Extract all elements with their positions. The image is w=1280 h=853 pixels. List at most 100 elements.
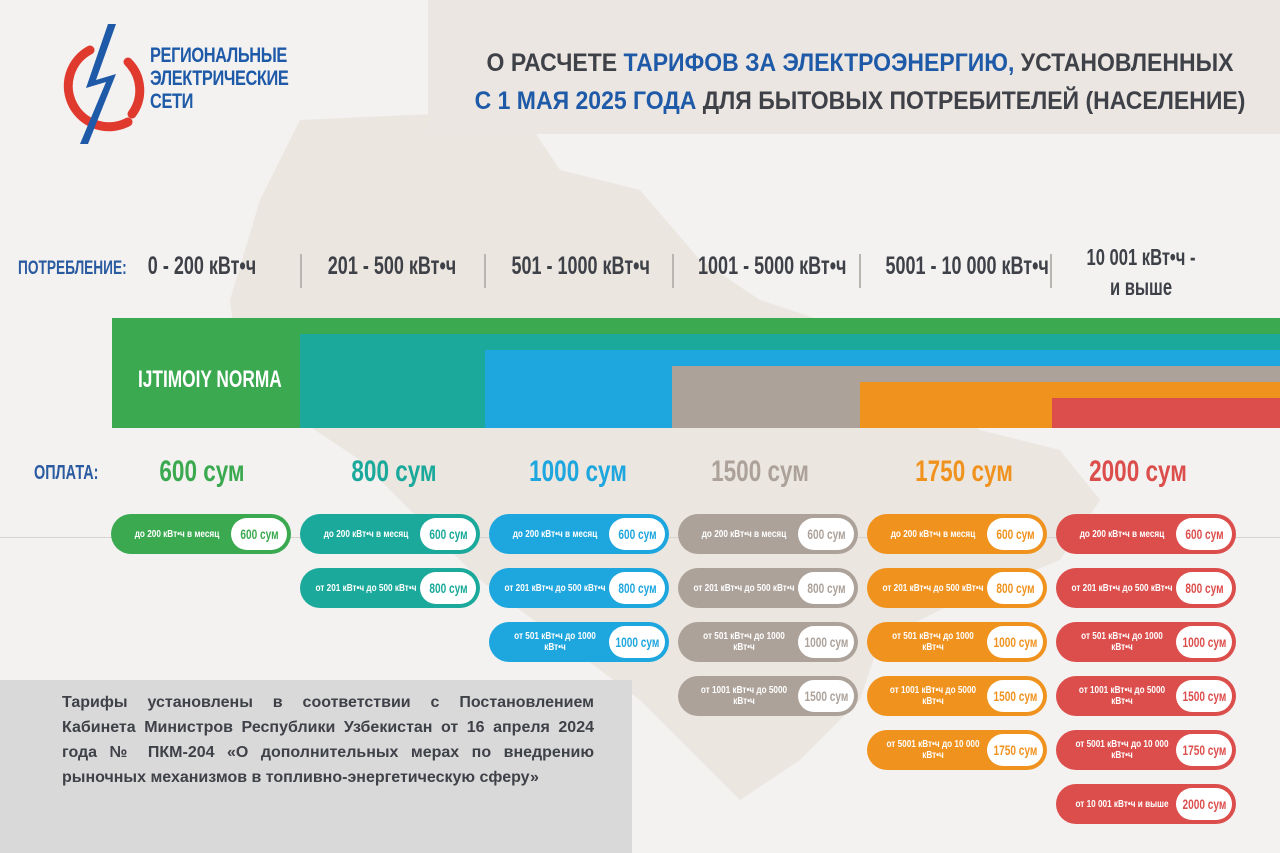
price-3: 1500 сум — [711, 455, 809, 488]
tariff-pill-price-text: 600 сум — [806, 526, 846, 542]
tariff-pill-range: от 5001 кВт•ч до 10 000 кВт•ч — [886, 739, 980, 761]
tariff-pill-price: 1000 сум — [1176, 626, 1232, 658]
legal-note: Тарифы установлены в соответствии с Пост… — [62, 694, 594, 786]
divider — [672, 254, 674, 288]
tariff-pill-price: 800 сум — [1176, 572, 1232, 604]
tariff-pill: от 201 кВт•ч до 500 кВт•ч 800 сум — [867, 568, 1047, 608]
divider — [484, 254, 486, 288]
tariff-pill-range: от 501 кВт•ч до 1000 кВт•ч — [703, 631, 785, 653]
divider — [859, 254, 861, 288]
tariff-pill-price: 1000 сум — [798, 626, 854, 658]
tariff-pill-price: 1500 сум — [798, 680, 854, 712]
tariff-pill-range: от 201 кВт•ч до 500 кВт•ч — [693, 582, 795, 594]
tariff-pill: от 201 кВт•ч до 500 кВт•ч 800 сум — [1056, 568, 1236, 608]
range-0: 0 - 200 кВт•ч — [147, 252, 257, 280]
tariff-pill-range: от 1001 кВт•ч до 5000 кВт•ч — [700, 685, 788, 707]
note-panel — [0, 680, 632, 853]
tariff-pill: от 501 кВт•ч до 1000 кВт•ч 1000 сум — [489, 622, 669, 662]
tariff-pill-range: от 1001 кВт•ч до 5000 кВт•ч — [1078, 685, 1166, 707]
tariff-pill: до 200 кВт•ч в месяц 600 сум — [678, 514, 858, 554]
tariff-pill-price: 1500 сум — [1176, 680, 1232, 712]
tariff-pill-range: до 200 кВт•ч в месяц — [512, 528, 598, 540]
tariff-pill-range: от 201 кВт•ч до 500 кВт•ч — [1071, 582, 1173, 594]
norma-label: IJTIMOIY NORMA — [138, 366, 282, 393]
tariff-pill-price-text: 1000 сум — [804, 634, 848, 650]
tariff-pill: от 1001 кВт•ч до 5000 кВт•ч 1500 сум — [678, 676, 858, 716]
tier-bar-red — [1052, 398, 1280, 428]
tariff-pill-range: от 10 001 кВт•ч и выше — [1075, 798, 1169, 810]
range-5: 10 001 кВт•ч - и выше — [1086, 244, 1196, 300]
payment-label: ОПЛАТА: — [34, 462, 99, 484]
title-highlight: С 1 МАЯ 2025 ГОДА — [474, 87, 697, 115]
tariff-pill-range: до 200 кВт•ч в месяц — [890, 528, 976, 540]
tariff-pill-range: от 501 кВт•ч до 1000 кВт•ч — [892, 631, 974, 653]
price-5: 2000 сум — [1089, 455, 1187, 488]
logo-wordmark: РЕГИОНАЛЬНЫЕ ЭЛЕКТРИЧЕСКИЕ СЕТИ — [150, 44, 289, 113]
tariff-pill-price-text: 600 сум — [1184, 526, 1224, 542]
tariff-pill-price-text: 2000 сум — [1182, 796, 1226, 812]
price-0: 600 сум — [159, 455, 245, 488]
logo-line: РЕГИОНАЛЬНЫЕ — [150, 44, 287, 67]
tariff-pill: от 5001 кВт•ч до 10 000 кВт•ч 1750 сум — [867, 730, 1047, 770]
range-2: 501 - 1000 кВт•ч — [511, 252, 650, 280]
tariff-pill-price: 1750 сум — [987, 734, 1043, 766]
tariff-pill-price-text: 1500 сум — [993, 688, 1037, 704]
tariff-pill: от 201 кВт•ч до 500 кВт•ч 800 сум — [300, 568, 480, 608]
logo-line: ЭЛЕКТРИЧЕСКИЕ — [150, 67, 289, 90]
tariff-pill-price: 800 сум — [609, 572, 665, 604]
consumption-label: ПОТРЕБЛЕНИЕ: — [18, 258, 127, 279]
tariff-pill: от 1001 кВт•ч до 5000 кВт•ч 1500 сум — [867, 676, 1047, 716]
tariff-pill-range: до 200 кВт•ч в месяц — [323, 528, 409, 540]
tariff-pill-price: 1500 сум — [987, 680, 1043, 712]
tariff-pill-price: 2000 сум — [1176, 788, 1232, 820]
price-1: 800 сум — [351, 455, 437, 488]
tariff-pill: от 10 001 кВт•ч и выше 2000 сум — [1056, 784, 1236, 824]
divider — [1050, 254, 1052, 288]
tariff-pill-price-text: 1750 сум — [993, 742, 1037, 758]
range-3: 1001 - 5000 кВт•ч — [698, 252, 847, 280]
tariff-pill: до 200 кВт•ч в месяц 600 сум — [1056, 514, 1236, 554]
logo-line: СЕТИ — [150, 90, 193, 113]
tariff-pill-price-text: 800 сум — [806, 580, 846, 596]
tariff-pill: от 501 кВт•ч до 1000 кВт•ч 1000 сум — [1056, 622, 1236, 662]
tariff-pill-range: до 200 кВт•ч в месяц — [1079, 528, 1165, 540]
title-panel — [428, 0, 1280, 134]
tariff-pill-range: от 5001 кВт•ч до 10 000 кВт•ч — [1075, 739, 1169, 761]
tariff-pill-range: от 501 кВт•ч до 1000 кВт•ч — [1081, 631, 1163, 653]
divider — [300, 254, 302, 288]
tariff-pill-price-text: 600 сум — [239, 526, 279, 542]
range-1: 201 - 500 кВт•ч — [327, 252, 457, 280]
tariff-pill-price: 600 сум — [1176, 518, 1232, 550]
tariff-pill-price: 1000 сум — [609, 626, 665, 658]
tariff-pill: до 200 кВт•ч в месяц 600 сум — [111, 514, 291, 554]
tariff-pill-price-text: 1750 сум — [1182, 742, 1226, 758]
tariff-pill-range: от 501 кВт•ч до 1000 кВт•ч — [514, 631, 596, 653]
tariff-pill: от 501 кВт•ч до 1000 кВт•ч 1000 сум — [867, 622, 1047, 662]
tariff-pill: от 201 кВт•ч до 500 кВт•ч 800 сум — [678, 568, 858, 608]
tariff-pill-price-text: 1000 сум — [993, 634, 1037, 650]
tariff-pill: от 1001 кВт•ч до 5000 кВт•ч 1500 сум — [1056, 676, 1236, 716]
tariff-pill-price-text: 800 сум — [1184, 580, 1224, 596]
tariff-pill-price-text: 1500 сум — [804, 688, 848, 704]
title-part: ДЛЯ БЫТОВЫХ ПОТРЕБИТЕЛЕЙ (НАСЕЛЕНИЕ) — [696, 87, 1246, 115]
tariff-pill-price-text: 1000 сум — [1182, 634, 1226, 650]
tariff-pill-price: 800 сум — [420, 572, 476, 604]
tariff-pill-price: 1750 сум — [1176, 734, 1232, 766]
tariff-pill-price: 600 сум — [231, 518, 287, 550]
tariff-pill-price: 800 сум — [798, 572, 854, 604]
tariff-pill-price: 1000 сум — [987, 626, 1043, 658]
price-2: 1000 сум — [529, 455, 627, 488]
tariff-pill-price: 600 сум — [798, 518, 854, 550]
title-part: УСТАНОВЛЕННЫХ — [1014, 49, 1234, 77]
tariff-pill-price-text: 1500 сум — [1182, 688, 1226, 704]
range-4: 5001 - 10 000 кВт•ч — [885, 252, 1049, 280]
tariff-pill-price-text: 1000 сум — [615, 634, 659, 650]
tariff-pill-range: от 201 кВт•ч до 500 кВт•ч — [315, 582, 417, 594]
tariff-pill: до 200 кВт•ч в месяц 600 сум — [300, 514, 480, 554]
logo — [46, 22, 286, 146]
page-title: О РАСЧЕТЕ ТАРИФОВ ЗА ЭЛЕКТРОЭНЕРГИЮ, УСТ… — [474, 44, 1247, 120]
tariff-pill-price-text: 600 сум — [428, 526, 468, 542]
tariff-pill-price-text: 800 сум — [428, 580, 468, 596]
title-part: О РАСЧЕТЕ — [486, 49, 624, 77]
tariff-pill-price-text: 600 сум — [617, 526, 657, 542]
